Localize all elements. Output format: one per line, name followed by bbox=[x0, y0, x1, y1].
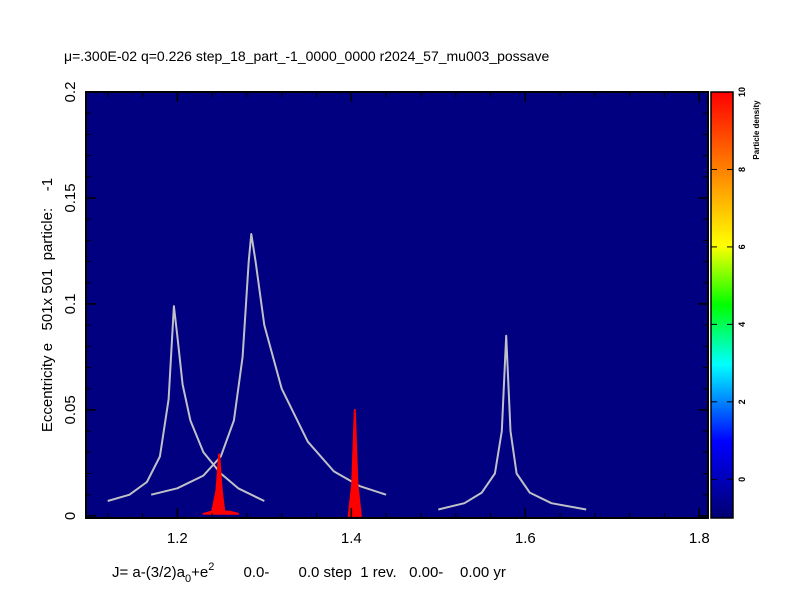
plot-frame bbox=[85, 91, 709, 519]
series-curve-1 bbox=[107, 305, 265, 502]
colorbar-tick-label: 6 bbox=[737, 244, 747, 249]
series-curve-3 bbox=[438, 334, 587, 511]
density-peak-1 bbox=[202, 453, 240, 515]
title-rest: =.300E-02 q=0.226 step_18_part_-1_0000_0… bbox=[72, 48, 549, 64]
x-ticks: 1.2 1.4 1.6 1.8 bbox=[107, 92, 710, 547]
colorbar-tick-label: 10 bbox=[737, 87, 747, 97]
series-layer bbox=[107, 233, 587, 511]
density-peak-2 bbox=[347, 408, 362, 517]
density-layer bbox=[202, 408, 362, 517]
y-tick-label: 0.15 bbox=[62, 183, 79, 212]
colorbar-ticks: 0 2 4 6 8 10 bbox=[711, 87, 747, 482]
series-curve-2 bbox=[150, 233, 387, 496]
colorbar-tick-label: 8 bbox=[737, 167, 747, 172]
title-mu: μ bbox=[64, 48, 72, 64]
x-tick-label: 1.8 bbox=[689, 530, 710, 547]
y-tick-label: 0.1 bbox=[62, 293, 79, 314]
y-tick-label: 0 bbox=[62, 512, 79, 520]
x-tick-label: 1.4 bbox=[341, 530, 362, 547]
y-tick-label: 0.2 bbox=[62, 82, 79, 103]
colorbar bbox=[710, 91, 734, 519]
x-axis-label: J= a-(3/2)a0+e2 0.0- 0.0 step 1 rev. 0.0… bbox=[112, 561, 506, 585]
y-ticks: 0 0.05 0.1 0.15 0.2 bbox=[62, 82, 708, 520]
colorbar-tick-label: 2 bbox=[737, 399, 747, 404]
x-tick-label: 1.6 bbox=[515, 530, 536, 547]
colorbar-tick-label: 4 bbox=[737, 322, 747, 327]
y-axis-label: Eccentricity e 501x 501 particle: -1 bbox=[39, 178, 56, 432]
colorbar-tick-label: 0 bbox=[737, 477, 747, 482]
x-tick-label: 1.2 bbox=[167, 530, 188, 547]
plot-area bbox=[86, 92, 708, 518]
y-tick-label: 0.05 bbox=[62, 395, 79, 424]
colorbar-label: Particle density bbox=[752, 100, 761, 160]
chart-title: μ=.300E-02 q=0.226 step_18_part_-1_0000_… bbox=[64, 48, 549, 64]
